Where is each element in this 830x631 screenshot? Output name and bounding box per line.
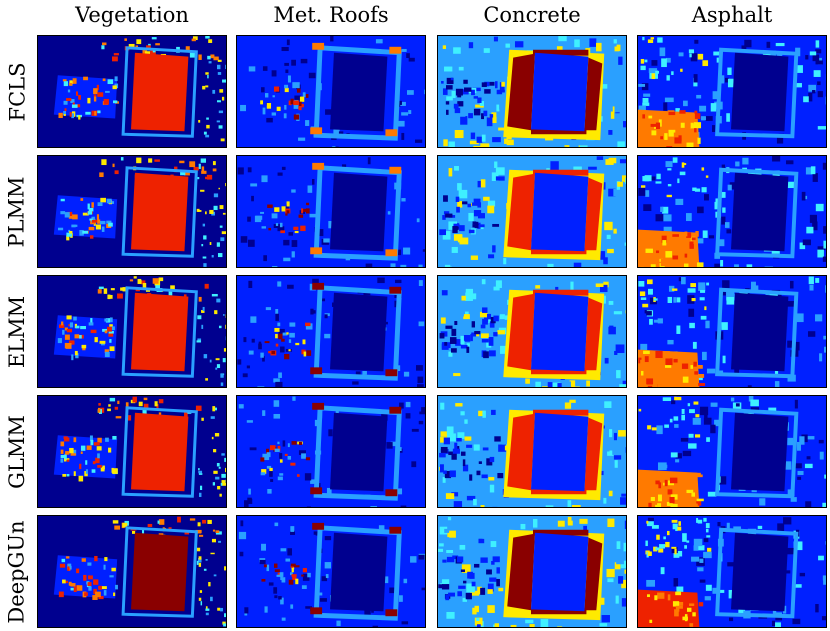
abundance-map-glmm-vegetation xyxy=(37,395,227,508)
row-label-text: FCLS xyxy=(5,62,30,121)
abundance-map-glmm-asphalt xyxy=(637,395,827,508)
abundance-map-image xyxy=(237,516,425,627)
abundance-map-deepgun-asphalt xyxy=(637,515,827,628)
abundance-map-plmm-asphalt xyxy=(637,155,827,268)
abundance-map-image xyxy=(237,396,425,507)
abundance-map-fcls-concrete xyxy=(437,35,627,148)
abundance-map-fcls-met-roofs xyxy=(236,35,426,148)
abundance-map-deepgun-vegetation xyxy=(37,515,227,628)
abundance-map-deepgun-met-roofs xyxy=(236,515,426,628)
abundance-map-fcls-vegetation xyxy=(37,35,227,148)
abundance-map-image xyxy=(38,516,226,627)
abundance-map-deepgun-concrete xyxy=(437,515,627,628)
abundance-map-plmm-met-roofs xyxy=(236,155,426,268)
column-header-met-roofs: Met. Roofs xyxy=(273,3,389,27)
abundance-map-image xyxy=(38,396,226,507)
column-header-vegetation: Vegetation xyxy=(75,3,189,27)
abundance-map-image xyxy=(237,36,425,147)
abundance-map-plmm-concrete xyxy=(437,155,627,268)
column-header-concrete: Concrete xyxy=(483,3,581,27)
row-label-glmm: GLMM xyxy=(2,395,32,508)
abundance-map-image xyxy=(438,276,626,387)
abundance-map-image xyxy=(38,36,226,147)
abundance-map-image xyxy=(237,276,425,387)
row-label-elmm: ELMM xyxy=(2,275,32,388)
row-label-text: GLMM xyxy=(5,414,30,489)
row-label-deepgun: DeepGUn xyxy=(2,515,32,628)
row-label-fcls: FCLS xyxy=(2,35,32,148)
row-label-plmm: PLMM xyxy=(2,155,32,268)
abundance-map-elmm-asphalt xyxy=(637,275,827,388)
abundance-map-image xyxy=(638,36,826,147)
abundance-map-fcls-asphalt xyxy=(637,35,827,148)
abundance-map-image xyxy=(638,516,826,627)
abundance-map-image xyxy=(38,276,226,387)
abundance-map-image xyxy=(438,516,626,627)
abundance-map-image xyxy=(438,36,626,147)
row-label-text: ELMM xyxy=(5,295,29,368)
abundance-map-image xyxy=(438,156,626,267)
abundance-map-plmm-vegetation xyxy=(37,155,227,268)
abundance-map-glmm-concrete xyxy=(437,395,627,508)
row-label-text: DeepGUn xyxy=(5,519,30,624)
column-header-asphalt: Asphalt xyxy=(691,3,773,27)
abundance-map-elmm-met-roofs xyxy=(236,275,426,388)
abundance-map-glmm-met-roofs xyxy=(236,395,426,508)
abundance-map-image xyxy=(638,396,826,507)
abundance-map-image xyxy=(638,276,826,387)
abundance-map-image xyxy=(438,396,626,507)
abundance-map-image xyxy=(638,156,826,267)
row-label-text: PLMM xyxy=(5,175,29,248)
abundance-map-image xyxy=(237,156,425,267)
abundance-map-elmm-vegetation xyxy=(37,275,227,388)
abundance-map-image xyxy=(38,156,226,267)
abundance-map-elmm-concrete xyxy=(437,275,627,388)
